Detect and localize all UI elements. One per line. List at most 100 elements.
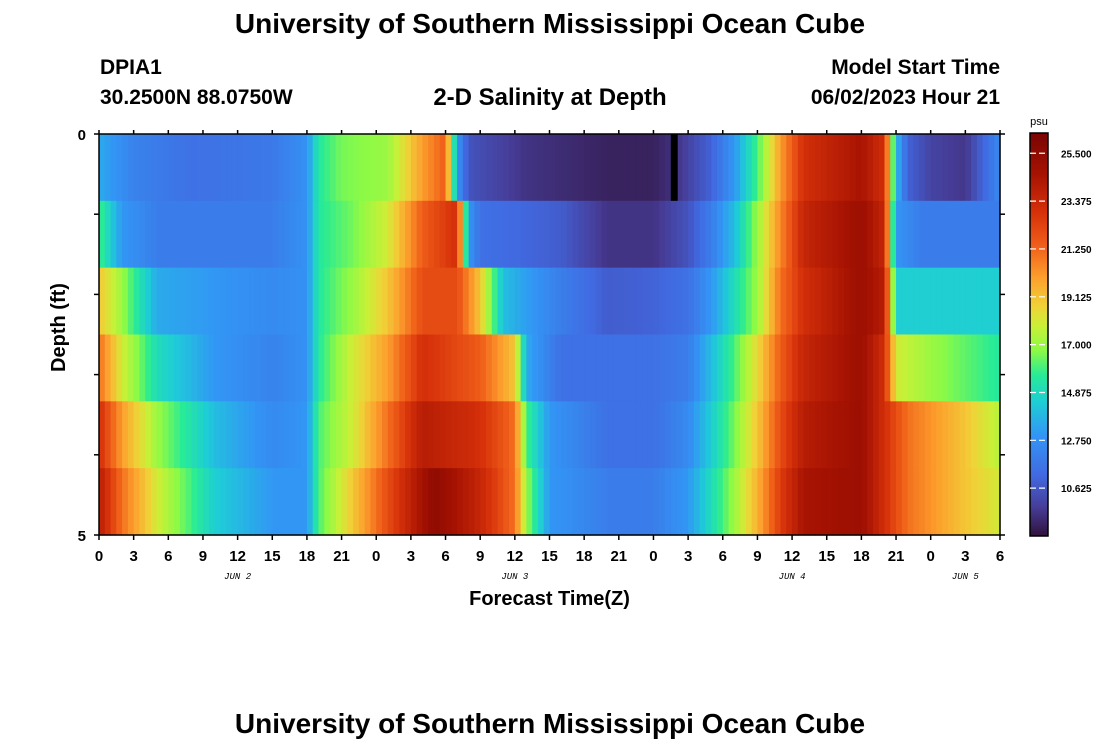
heatmap-cell bbox=[595, 200, 603, 269]
heatmap-cell bbox=[185, 401, 193, 469]
heatmap-cell bbox=[289, 401, 296, 469]
heatmap-cell bbox=[618, 134, 626, 202]
heatmap-cell bbox=[509, 267, 516, 336]
heatmap-cell bbox=[688, 401, 695, 469]
heatmap-cell bbox=[740, 267, 747, 336]
heatmap-cell bbox=[676, 134, 683, 202]
heatmap-cell bbox=[890, 134, 897, 202]
heatmap-cell bbox=[526, 468, 533, 536]
heatmap-cell bbox=[99, 401, 106, 469]
heatmap-cell bbox=[266, 334, 273, 402]
heatmap-cell bbox=[930, 134, 938, 202]
heatmap-cell bbox=[971, 200, 978, 269]
heatmap-cell bbox=[474, 334, 481, 402]
heatmap-cell bbox=[659, 468, 666, 536]
heatmap-cell bbox=[156, 468, 164, 536]
heatmap-cell bbox=[595, 468, 603, 536]
heatmap-cell bbox=[757, 267, 764, 336]
heatmap-cell bbox=[358, 134, 366, 202]
heatmap-cell bbox=[601, 267, 608, 336]
heatmap-cell bbox=[364, 200, 372, 269]
heatmap-cell bbox=[653, 134, 660, 202]
heatmap-cell bbox=[416, 468, 424, 536]
heatmap-cell bbox=[485, 267, 493, 336]
heatmap-cell bbox=[497, 468, 504, 536]
x-tick-label: 18 bbox=[853, 548, 870, 565]
x-tick-label: 12 bbox=[229, 548, 246, 565]
heatmap-cell bbox=[959, 468, 966, 536]
heatmap-cell bbox=[780, 267, 787, 336]
heatmap-cell bbox=[722, 468, 730, 536]
heatmap-cell bbox=[896, 267, 903, 336]
heatmap-cell bbox=[751, 401, 759, 469]
heatmap-cell bbox=[231, 267, 239, 336]
heatmap-cell bbox=[254, 468, 262, 536]
heatmap-cell bbox=[653, 200, 660, 269]
heatmap-cell bbox=[116, 401, 123, 469]
heatmap-cell bbox=[99, 267, 106, 336]
heatmap-cell bbox=[861, 200, 868, 269]
heatmap-cell bbox=[988, 468, 995, 536]
heatmap-cell bbox=[890, 334, 897, 402]
heatmap-cell bbox=[665, 468, 672, 536]
heatmap-cell bbox=[497, 334, 504, 402]
heatmap-cell bbox=[353, 134, 360, 202]
heatmap-cell bbox=[861, 334, 868, 402]
heatmap-cell bbox=[751, 334, 759, 402]
heatmap-cell bbox=[659, 200, 666, 269]
heatmap-cell bbox=[855, 334, 862, 402]
heatmap-cell bbox=[532, 200, 539, 269]
heatmap-cell bbox=[884, 200, 891, 269]
heatmap-cell bbox=[543, 134, 551, 202]
heatmap-cell bbox=[272, 401, 279, 469]
heatmap-cell bbox=[249, 468, 256, 536]
heatmap-cell bbox=[526, 267, 533, 336]
heatmap-cell bbox=[774, 401, 782, 469]
heatmap-cell bbox=[549, 468, 556, 536]
heatmap-cell bbox=[537, 200, 545, 269]
heatmap-cell bbox=[133, 134, 141, 202]
heatmap-cell bbox=[647, 334, 655, 402]
heatmap-cell bbox=[624, 200, 631, 269]
heatmap-cell bbox=[457, 401, 464, 469]
heatmap-cell bbox=[133, 267, 141, 336]
heatmap-cell bbox=[693, 401, 701, 469]
heatmap-cell bbox=[815, 200, 822, 269]
heatmap-cell bbox=[705, 468, 712, 536]
heatmap-cell bbox=[156, 267, 164, 336]
heatmap-cell bbox=[872, 468, 880, 536]
heatmap-cell bbox=[474, 134, 481, 202]
heatmap-cell bbox=[376, 200, 383, 269]
heatmap-cell bbox=[509, 200, 516, 269]
heatmap-cell bbox=[982, 334, 990, 402]
heatmap-cell bbox=[497, 267, 504, 336]
heatmap-cell bbox=[774, 468, 782, 536]
heatmap-cell bbox=[249, 401, 256, 469]
heatmap-cell bbox=[763, 401, 770, 469]
heatmap-cell bbox=[907, 267, 914, 336]
heatmap-cell bbox=[936, 267, 943, 336]
heatmap-cell bbox=[347, 401, 354, 469]
heatmap-cell bbox=[382, 134, 389, 202]
heatmap-cell bbox=[595, 267, 603, 336]
heatmap-cell bbox=[861, 267, 868, 336]
heatmap-cell bbox=[237, 200, 244, 269]
heatmap-cell bbox=[803, 401, 811, 469]
heatmap-cell bbox=[561, 401, 568, 469]
x-tick-label: 0 bbox=[95, 548, 103, 565]
heatmap-cell bbox=[618, 334, 626, 402]
heatmap-cell bbox=[208, 468, 216, 536]
heatmap-cell bbox=[335, 267, 343, 336]
heatmap-cell bbox=[122, 334, 129, 402]
heatmap-cell bbox=[734, 134, 741, 202]
heatmap-cell bbox=[913, 334, 920, 402]
heatmap-cell bbox=[197, 200, 204, 269]
heatmap-cell bbox=[665, 267, 672, 336]
heatmap-cell bbox=[711, 334, 718, 402]
heatmap-cell bbox=[306, 401, 314, 469]
heatmap-cell bbox=[127, 401, 135, 469]
heatmap-cell bbox=[537, 134, 545, 202]
heatmap-cell bbox=[260, 267, 268, 336]
x-tick-label: 21 bbox=[333, 548, 350, 565]
heatmap-cell bbox=[641, 267, 649, 336]
